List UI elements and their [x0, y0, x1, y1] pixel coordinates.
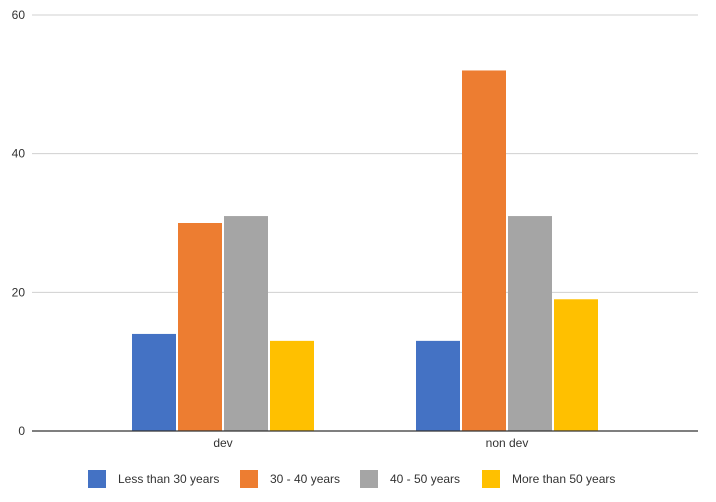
x-tick-label: dev [213, 436, 232, 450]
y-axis-tick-labels: 0 20 40 60 [12, 8, 26, 438]
bar-non-dev-series-0 [416, 340, 460, 431]
bar-dev-series-3 [270, 340, 314, 431]
legend-label: Less than 30 years [118, 472, 219, 486]
legend-swatch [88, 470, 106, 488]
gridlines [32, 14, 698, 293]
y-tick-label: 20 [12, 285, 26, 299]
bar-non-dev-series-2 [508, 216, 552, 431]
bar-non-dev-series-1 [462, 70, 506, 431]
legend-label: More than 50 years [512, 472, 615, 486]
x-axis-tick-labels: dev non dev [213, 436, 528, 450]
y-tick-label: 60 [12, 8, 26, 22]
bar-non-dev-series-3 [554, 299, 598, 431]
legend-label: 40 - 50 years [390, 472, 460, 486]
bar-dev-series-1 [178, 223, 222, 431]
legend-swatch [360, 470, 378, 488]
y-tick-label: 0 [18, 424, 25, 438]
legend-label: 30 - 40 years [270, 472, 340, 486]
x-tick-label: non dev [486, 436, 529, 450]
legend-swatch [482, 470, 500, 488]
bar-dev-series-0 [132, 333, 176, 431]
bars [132, 70, 598, 431]
legend: Less than 30 years 30 - 40 years 40 - 50 y… [88, 470, 615, 488]
y-tick-label: 40 [12, 147, 26, 161]
legend-swatch [240, 470, 258, 488]
bar-dev-series-2 [224, 216, 268, 431]
